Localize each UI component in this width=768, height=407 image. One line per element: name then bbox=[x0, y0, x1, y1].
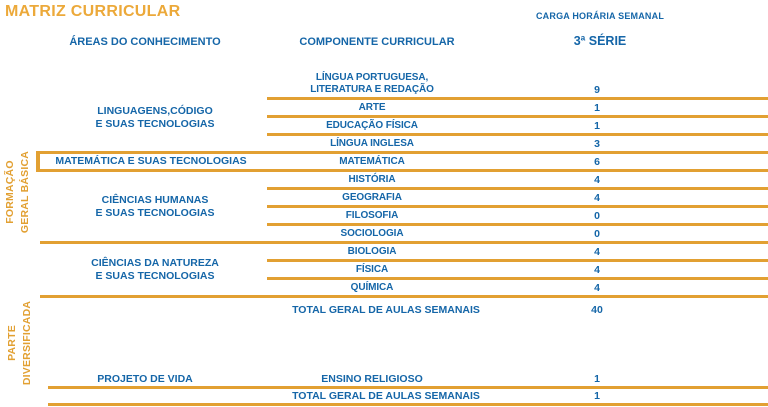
area-group: CIÊNCIAS HUMANAS E SUAS TECNOLOGIAS HISTÓ… bbox=[40, 172, 768, 244]
header-carga-horaria: CARGA HORÁRIA SEMANAL bbox=[535, 11, 665, 21]
parte-diversificada-block: PROJETO DE VIDA ENSINO RELIGIOSO 1 TOTAL… bbox=[48, 373, 768, 407]
table-row: FILOSOFIA 0 bbox=[267, 208, 768, 226]
component-label: QUÍMICA bbox=[350, 282, 394, 293]
weekly-hours: 1 bbox=[594, 373, 600, 385]
table-row-projeto-de-vida: PROJETO DE VIDA ENSINO RELIGIOSO 1 bbox=[48, 373, 768, 389]
component-label: BIOLOGIA bbox=[347, 246, 397, 257]
table-row: LÍNGUA PORTUGUESA, LITERATURA E REDAÇÃO 9 bbox=[267, 62, 768, 100]
total-label: TOTAL GERAL DE AULAS SEMANAIS bbox=[292, 304, 480, 316]
component-label: MATEMÁTICA bbox=[339, 156, 405, 167]
table-row: ARTE 1 bbox=[267, 100, 768, 118]
curriculum-table: LINGUAGENS,CÓDIGO E SUAS TECNOLOGIAS LÍNG… bbox=[0, 62, 768, 407]
header-areas-conhecimento: ÁREAS DO CONHECIMENTO bbox=[69, 36, 221, 48]
weekly-hours: 4 bbox=[594, 246, 600, 258]
area-group: CIÊNCIAS DA NATUREZA E SUAS TECNOLOGIAS B… bbox=[40, 244, 768, 298]
table-row: QUÍMICA 4 bbox=[267, 280, 768, 295]
total-row-diversificada: TOTAL GERAL DE AULAS SEMANAIS 1 bbox=[48, 389, 768, 406]
table-row: FÍSICA 4 bbox=[267, 262, 768, 280]
component-rows: MATEMÁTICA 6 bbox=[267, 154, 768, 169]
table-row: LÍNGUA INGLESA 3 bbox=[267, 136, 768, 151]
table-row: SOCIOLOGIA 0 bbox=[267, 226, 768, 241]
component-rows: BIOLOGIA 4 FÍSICA 4 QUÍMICA 4 bbox=[267, 244, 768, 295]
area-label: LINGUAGENS,CÓDIGO E SUAS TECNOLOGIAS bbox=[95, 104, 215, 130]
component-label: HISTÓRIA bbox=[348, 174, 396, 185]
weekly-hours: 9 bbox=[594, 84, 600, 96]
total-value: 40 bbox=[591, 304, 603, 316]
weekly-hours: 1 bbox=[594, 120, 600, 132]
component-label: EDUCAÇÃO FÍSICA bbox=[326, 120, 418, 131]
weekly-hours: 4 bbox=[594, 282, 600, 294]
area-label: CIÊNCIAS DA NATUREZA E SUAS TECNOLOGIAS bbox=[91, 256, 219, 282]
area-groups: LINGUAGENS,CÓDIGO E SUAS TECNOLOGIAS LÍNG… bbox=[0, 62, 768, 298]
header-componente-curricular: COMPONENTE CURRICULAR bbox=[299, 36, 455, 48]
weekly-hours: 0 bbox=[594, 210, 600, 222]
area-label: MATEMÁTICA E SUAS TECNOLOGIAS bbox=[55, 155, 247, 167]
weekly-hours: 1 bbox=[594, 102, 600, 114]
component-rows: LÍNGUA PORTUGUESA, LITERATURA E REDAÇÃO 9… bbox=[267, 62, 768, 151]
area-label: PROJETO DE VIDA bbox=[97, 373, 193, 385]
component-label: FILOSOFIA bbox=[345, 210, 399, 221]
weekly-hours: 4 bbox=[594, 174, 600, 186]
section-gap bbox=[0, 317, 768, 373]
area-label: CIÊNCIAS HUMANAS E SUAS TECNOLOGIAS bbox=[95, 193, 215, 219]
area-group: LINGUAGENS,CÓDIGO E SUAS TECNOLOGIAS LÍNG… bbox=[40, 62, 768, 151]
table-row: GEOGRAFIA 4 bbox=[267, 190, 768, 208]
table-row: HISTÓRIA 4 bbox=[267, 172, 768, 190]
weekly-hours: 6 bbox=[594, 156, 600, 168]
table-row: EDUCAÇÃO FÍSICA 1 bbox=[267, 118, 768, 136]
component-label: GEOGRAFIA bbox=[342, 192, 402, 203]
weekly-hours: 4 bbox=[594, 264, 600, 276]
total-value: 1 bbox=[594, 390, 600, 402]
header-serie: 3ª SÉRIE bbox=[573, 34, 627, 48]
table-row: BIOLOGIA 4 bbox=[267, 244, 768, 262]
component-label: ARTE bbox=[358, 102, 386, 113]
total-label: TOTAL GERAL DE AULAS SEMANAIS bbox=[292, 390, 480, 402]
component-label: LÍNGUA PORTUGUESA, LITERATURA E REDAÇÃO bbox=[310, 72, 434, 95]
weekly-hours: 3 bbox=[594, 138, 600, 150]
component-label: SOCIOLOGIA bbox=[340, 228, 404, 239]
component-label: LÍNGUA INGLESA bbox=[330, 138, 414, 149]
component-rows: HISTÓRIA 4 GEOGRAFIA 4 FILOSOFIA 0 SOCIOLOGIA 0 bbox=[267, 172, 768, 241]
weekly-hours: 4 bbox=[594, 192, 600, 204]
table-row: MATEMÁTICA 6 bbox=[267, 154, 768, 169]
component-label: FÍSICA bbox=[355, 264, 389, 275]
component-label: ENSINO RELIGIOSO bbox=[321, 373, 423, 385]
total-row-basica: TOTAL GERAL DE AULAS SEMANAIS 40 bbox=[267, 298, 768, 317]
weekly-hours: 0 bbox=[594, 228, 600, 240]
area-group: MATEMÁTICA E SUAS TECNOLOGIAS MATEMÁTICA 6 bbox=[36, 151, 768, 172]
page-title: MATRIZ CURRICULAR bbox=[5, 3, 181, 20]
